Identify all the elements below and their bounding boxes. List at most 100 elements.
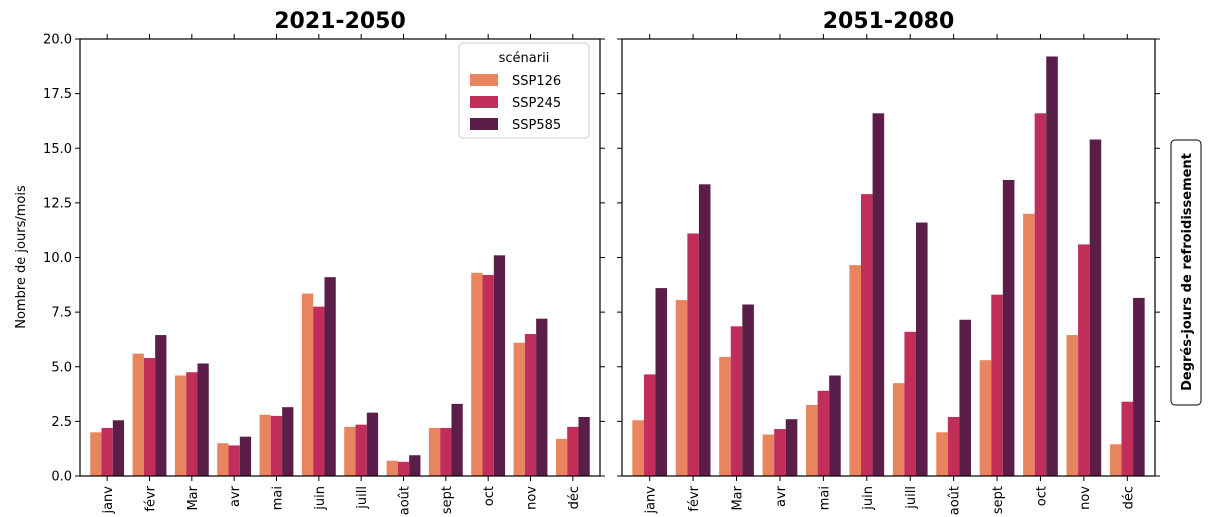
xtick-label-right-1: févr xyxy=(687,485,702,511)
xtick-label-right-6: juill xyxy=(904,486,919,510)
side-label-box: Degrés-jours de refroidissement xyxy=(1170,139,1202,406)
xtick-label-left-0: janv xyxy=(101,486,116,515)
bar-right-ssp245-3 xyxy=(774,429,786,476)
bar-left-ssp126-7 xyxy=(386,460,398,476)
bar-left-ssp585-5 xyxy=(324,277,336,476)
legend-swatch-ssp126 xyxy=(470,74,498,86)
bar-right-ssp245-5 xyxy=(861,194,873,476)
xtick-label-left-11: déc xyxy=(567,486,582,509)
xtick-label-left-9: oct xyxy=(482,486,497,506)
bar-left-ssp245-4 xyxy=(270,415,283,476)
ytick-label-8: 20.0 xyxy=(43,33,72,48)
bar-left-ssp585-4 xyxy=(282,407,294,476)
bar-right-ssp245-7 xyxy=(947,417,960,476)
y-axis-label: Nombre de jours/mois xyxy=(14,185,29,329)
bar-left-ssp245-1 xyxy=(143,358,156,476)
legend-title: scénarii xyxy=(499,51,550,66)
bar-left-ssp245-2 xyxy=(186,372,198,476)
bar-left-ssp126-2 xyxy=(174,375,187,476)
bar-right-ssp585-7 xyxy=(959,319,971,476)
bar-left-ssp585-8 xyxy=(451,403,463,476)
xtick-label-left-1: févr xyxy=(144,485,159,511)
bar-left-ssp126-0 xyxy=(90,432,102,476)
bar-right-ssp245-6 xyxy=(904,331,916,476)
xtick-label-left-3: avr xyxy=(228,485,243,507)
ytick-label-2: 5.0 xyxy=(51,360,72,375)
xtick-label-left-8: sept xyxy=(440,486,455,514)
bar-right-ssp585-4 xyxy=(829,375,841,476)
panel-2021-2050: 2021-2050 0.0 2.5 5.0 7.5 10.0 12.5 15.0 17.5 20.… xyxy=(43,9,605,515)
bar-left-ssp585-10 xyxy=(536,318,548,476)
xtick-label-right-4: mai xyxy=(817,486,832,510)
ytick-label-0: 0.0 xyxy=(51,470,72,485)
ytick-label-3: 7.5 xyxy=(51,306,72,321)
bar-left-ssp126-5 xyxy=(301,293,314,476)
side-label: Degrés-jours de refroidissement xyxy=(1180,153,1195,391)
bar-left-ssp245-9 xyxy=(482,274,494,476)
bar-right-ssp585-3 xyxy=(785,419,798,476)
panel-title-right: 2051-2080 xyxy=(823,9,955,34)
xtick-label-left-4: mai xyxy=(271,486,286,510)
bar-left-ssp126-3 xyxy=(217,443,229,476)
bar-left-ssp585-0 xyxy=(112,420,125,476)
bar-right-ssp126-3 xyxy=(762,434,775,476)
legend-label-ssp245: SSP245 xyxy=(512,96,561,111)
xtick-label-left-6: juill xyxy=(355,486,370,510)
ytick-label-4: 10.0 xyxy=(43,251,72,266)
xtick-label-left-7: août xyxy=(398,486,413,515)
bar-left-ssp245-6 xyxy=(355,424,367,476)
bar-left-ssp585-7 xyxy=(409,455,421,476)
legend-swatch-ssp585 xyxy=(470,118,498,130)
bar-left-ssp245-10 xyxy=(524,333,537,476)
bar-left-ssp585-2 xyxy=(197,363,209,476)
ytick-label-6: 15.0 xyxy=(43,142,72,157)
bar-left-ssp126-4 xyxy=(259,414,271,476)
bar-left-ssp245-11 xyxy=(567,426,579,476)
bar-left-ssp126-9 xyxy=(471,272,483,476)
xtick-label-right-8: sept xyxy=(991,486,1006,514)
bar-right-ssp585-5 xyxy=(872,113,885,476)
bar-left-ssp126-10 xyxy=(513,342,525,476)
bar-right-ssp245-11 xyxy=(1121,401,1134,476)
bar-right-ssp126-10 xyxy=(1066,335,1079,476)
bar-right-ssp245-4 xyxy=(817,390,830,476)
xtick-label-right-5: juin xyxy=(861,486,876,511)
xtick-label-left-2: Mar xyxy=(186,485,201,510)
bar-right-ssp126-6 xyxy=(892,383,905,476)
bar-right-ssp245-10 xyxy=(1078,244,1090,476)
xtick-label-left-5: juin xyxy=(313,486,328,511)
bar-right-ssp585-0 xyxy=(655,288,668,476)
bar-left-ssp585-11 xyxy=(578,417,590,476)
bar-right-ssp245-2 xyxy=(730,326,743,476)
bar-left-ssp585-9 xyxy=(493,255,506,476)
bar-left-ssp245-0 xyxy=(101,427,113,476)
legend-swatch-ssp245 xyxy=(470,96,498,108)
bar-left-ssp126-6 xyxy=(344,426,356,476)
ytick-label-7: 17.5 xyxy=(43,87,72,102)
bar-left-ssp126-11 xyxy=(555,438,568,476)
bar-left-ssp585-6 xyxy=(366,412,379,476)
bar-right-ssp585-11 xyxy=(1133,297,1145,476)
bar-right-ssp245-0 xyxy=(643,374,656,476)
bar-right-ssp126-7 xyxy=(936,432,948,476)
bar-right-ssp126-4 xyxy=(806,404,818,476)
bar-right-ssp126-2 xyxy=(719,356,731,476)
bar-right-ssp585-1 xyxy=(698,184,711,477)
panel-title-left: 2021-2050 xyxy=(274,9,406,34)
xtick-label-right-7: août xyxy=(948,486,963,515)
xtick-label-right-2: Mar xyxy=(731,485,746,510)
legend: scénarii SSP126 SSP245 SSP585 xyxy=(458,42,590,139)
bar-right-ssp585-9 xyxy=(1046,56,1058,476)
bar-right-ssp126-9 xyxy=(1023,213,1035,477)
panel-2051-2080: 2051-2080 janv févr Mar avr mai juin juill août s… xyxy=(617,9,1160,515)
bar-right-ssp126-11 xyxy=(1109,444,1122,476)
xtick-label-right-3: avr xyxy=(774,485,789,507)
ytick-label-1: 2.5 xyxy=(51,415,72,430)
bar-right-ssp585-10 xyxy=(1089,139,1102,476)
bar-right-ssp126-8 xyxy=(979,360,992,476)
bar-right-ssp245-8 xyxy=(991,294,1003,476)
xtick-label-right-10: nov xyxy=(1078,486,1093,510)
bar-right-ssp585-2 xyxy=(742,304,754,476)
xtick-label-right-0: janv xyxy=(644,486,659,515)
